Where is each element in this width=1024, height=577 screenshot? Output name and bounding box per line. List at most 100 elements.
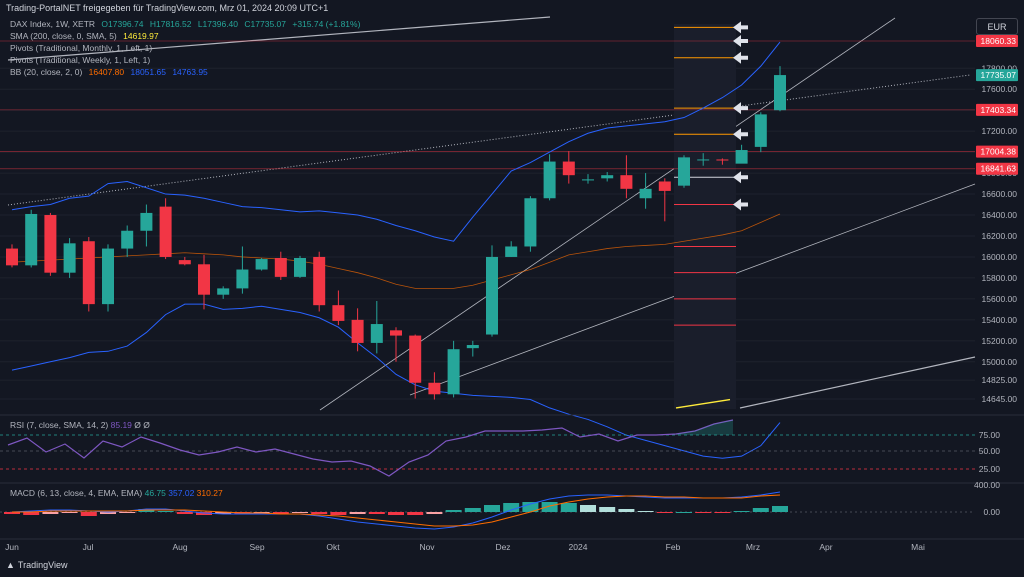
candle-body: [735, 150, 748, 164]
legend-bb-row: BB (20, close, 2, 0) 16407.80 18051.65 1…: [10, 67, 212, 77]
legend-bb-label[interactable]: BB (20, close, 2, 0): [10, 67, 83, 77]
legend-sma-label[interactable]: SMA (200, close, 0, SMA, 5): [10, 31, 117, 41]
macd-histogram-bar: [330, 512, 347, 515]
bb-lower-line: [11, 303, 781, 459]
legend-pivot-monthly[interactable]: Pivots (Traditional, Monthly, 1, Left, 1…: [10, 43, 153, 53]
price-tick: 15600.00: [982, 294, 1018, 304]
rsi-pane[interactable]: 75.00 50.00 25.00: [0, 419, 1001, 477]
price-tick: 14825.00: [982, 375, 1018, 385]
macd-hist-value: 46.75: [144, 488, 166, 498]
macd-histogram-bar: [253, 512, 270, 513]
trendline-dotted: [7, 74, 971, 206]
sma-line: [675, 398, 731, 409]
macd-signal-value: 310.27: [196, 488, 223, 498]
price-tick: 17800.00: [982, 63, 1018, 73]
pivot-zone: [674, 24, 736, 409]
candle-body: [409, 335, 422, 383]
macd-label: MACD (6, 13, close, 4, EMA, EMA): [10, 488, 143, 498]
trendline-lower: [739, 356, 976, 409]
candle-body: [121, 230, 134, 249]
macd-histogram-bar: [464, 508, 481, 512]
price-tick: 16400.00: [982, 210, 1018, 220]
price-tick: 17600.00: [982, 84, 1018, 94]
price-label: 17735.07: [981, 70, 1017, 80]
candles: [6, 66, 786, 400]
rsi-value: 85.19: [110, 420, 132, 430]
macd-histogram-bar: [522, 502, 539, 512]
macd-histogram-bar: [100, 512, 116, 514]
price-tick: 14645.00: [982, 394, 1018, 404]
price-tick: 15000.00: [982, 357, 1018, 367]
candle-body: [140, 212, 153, 231]
candle-body: [639, 188, 652, 199]
pivot-arrow-icon: [733, 35, 748, 47]
candle-body: [447, 349, 460, 395]
time-tick: Jul: [83, 542, 94, 552]
macd-histogram-bar: [541, 502, 558, 512]
rsi-legend[interactable]: RSI (7, close, SMA, 14, 2) 85.19 Ø Ø: [10, 420, 150, 430]
legend-sma-row: SMA (200, close, 0, SMA, 5) 14619.97: [10, 31, 163, 41]
bb-basis-line: [11, 213, 781, 289]
candle-body: [582, 179, 594, 181]
macd-histogram-bar: [138, 509, 155, 512]
rsi-tick: 25.00: [979, 464, 1001, 474]
macd-histogram-bar: [157, 511, 174, 512]
candle-body: [486, 256, 498, 335]
rsi-extra2: Ø: [143, 420, 150, 430]
candle-body: [697, 159, 710, 161]
time-tick: Mrz: [746, 542, 760, 552]
price-label-box: [976, 34, 1018, 47]
macd-signal-line: [12, 494, 781, 527]
price-tick: 16200.00: [982, 231, 1018, 241]
rsi-label: RSI (7, close, SMA, 14, 2): [10, 420, 109, 430]
legend-change: +315.74 (+1.81%): [292, 19, 361, 29]
candle-body: [294, 258, 306, 277]
pivot-arrow-icon: [733, 171, 748, 184]
macd-legend[interactable]: MACD (6, 13, close, 4, EMA, EMA) 46.75 3…: [10, 488, 223, 498]
macd-histogram-bar: [503, 503, 520, 512]
time-tick: Dez: [495, 542, 510, 552]
candle-body: [370, 324, 383, 343]
legend-symbol[interactable]: DAX Index, 1W, XETR: [10, 19, 96, 29]
candle-body: [543, 161, 556, 199]
macd-histogram-bar: [42, 512, 59, 514]
price-tick: 15800.00: [982, 273, 1018, 283]
price-tick: 16800.00: [982, 168, 1018, 178]
currency-button[interactable]: EUR: [976, 18, 1018, 35]
time-axis[interactable]: Jun Jul Aug Sep Okt Nov Dez 2024 Feb Mrz Apr Mai: [0, 538, 1024, 552]
price-axis[interactable]: 17800.00 17600.00 17400.00 17200.00 17000.00…: [976, 34, 1018, 404]
time-tick: Jun: [5, 542, 19, 552]
candle-body: [332, 305, 345, 321]
tv-logo-icon: ▲: [6, 560, 15, 570]
candle-body: [6, 248, 18, 266]
candle-body: [466, 345, 479, 349]
time-tick: Mai: [911, 542, 925, 552]
candle-body: [562, 161, 575, 176]
time-tick: Apr: [819, 542, 832, 552]
time-tick: Nov: [419, 542, 435, 552]
candle-body: [313, 256, 326, 306]
time-tick: Okt: [326, 542, 340, 552]
macd-histogram-bar: [272, 512, 289, 514]
candle-body: [774, 75, 786, 111]
macd-histogram-bar: [599, 507, 616, 512]
macd-histogram-bar: [656, 512, 673, 513]
tradingview-logo[interactable]: ▲ TradingView: [6, 560, 67, 570]
macd-histogram-bar: [733, 511, 750, 512]
candle-body: [678, 157, 690, 186]
trendline-channel: [409, 183, 976, 396]
candle-body: [102, 248, 114, 305]
candle-body: [274, 258, 287, 277]
macd-histogram-bar: [368, 512, 385, 514]
candle-body: [390, 330, 402, 336]
legend-pivot-weekly[interactable]: Pivots (Traditional, Weekly, 1, Left, 1): [10, 55, 151, 65]
macd-histogram-bar: [4, 512, 20, 514]
candle-body: [198, 264, 210, 295]
trendline-steep: [319, 17, 896, 411]
candle-body: [351, 319, 364, 343]
macd-histogram-bar: [560, 503, 577, 512]
pivot-levels: [0, 24, 975, 409]
header-title: Trading-PortalNET freigegeben für Tradin…: [6, 3, 329, 13]
macd-histogram-bar: [407, 512, 424, 515]
